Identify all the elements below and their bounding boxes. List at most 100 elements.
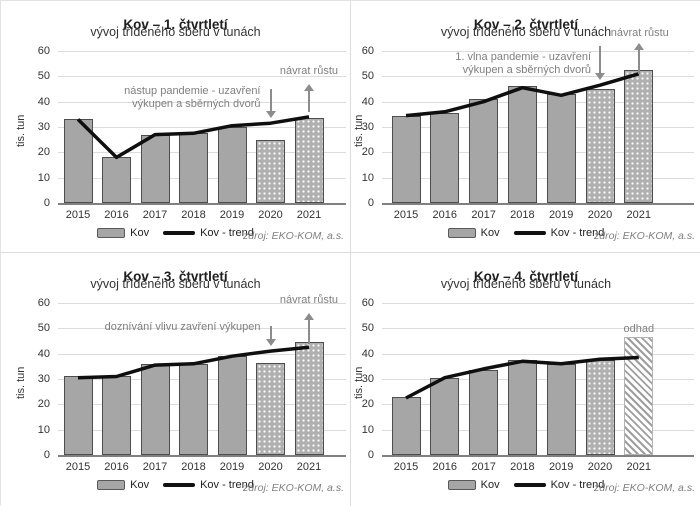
y-tick-label: 0	[367, 449, 374, 461]
y-tick-label: 30	[37, 373, 50, 385]
gridline	[382, 177, 694, 179]
trend-line	[77, 345, 310, 380]
x-tick-label: 2015	[65, 461, 91, 473]
arrow-head	[304, 83, 314, 91]
chart-panel-q2: Kov – 2. čtvrtletí vývoj tříděného sběru…	[351, 1, 700, 253]
x-tick-label: 2017	[471, 209, 496, 221]
arrow-stem	[308, 319, 310, 344]
arrow-stem	[269, 325, 272, 341]
bar-2015	[63, 376, 93, 455]
annotation-label: odhad	[623, 323, 655, 336]
bar-2015	[391, 396, 421, 455]
x-tick-label: 2016	[432, 461, 458, 473]
chart-panel-q4: Kov – 4. čtvrtletí vývoj tříděného sběru…	[351, 253, 700, 506]
y-tick-label: 60	[37, 45, 50, 57]
bar-2016	[102, 157, 131, 203]
gridline	[382, 379, 694, 380]
x-tick-label: 2020	[587, 209, 613, 221]
x-tick-label: 2019	[548, 209, 574, 221]
y-tick-label: 40	[37, 347, 50, 360]
gridline	[382, 101, 694, 103]
y-tick-label: 30	[361, 373, 374, 385]
bar-2017	[140, 363, 170, 455]
x-tick-label: 2018	[181, 461, 206, 473]
y-tick-label: 40	[361, 347, 374, 360]
legend: Kov Kov - trend	[351, 479, 700, 491]
up-arrow-icon	[633, 43, 644, 74]
down-arrow-icon	[265, 89, 276, 119]
legend-bar-label: Kov	[480, 479, 500, 491]
y-tick-label: 20	[361, 146, 374, 159]
x-tick-label: 2021	[296, 209, 322, 221]
bar-2019	[546, 94, 576, 203]
bar-2020	[256, 362, 285, 455]
arrow-stem	[599, 45, 601, 75]
bar-2016	[430, 113, 460, 203]
gridline	[382, 429, 694, 431]
chart-panel-q1: Kov – 1. čtvrtletí vývoj tříděného sběru…	[1, 1, 351, 253]
chart-subtitle: vývoj tříděného sběru v tunách	[440, 277, 612, 291]
y-tick-label: 20	[37, 398, 50, 411]
legend-trend-label: Kov - trend	[200, 479, 254, 491]
x-tick-label: 2020	[587, 461, 613, 473]
y-tick-label: 20	[37, 146, 50, 159]
bar-2020	[585, 89, 615, 203]
chart-title: Kov – 2. čtvrtletí	[473, 17, 579, 33]
gridline	[382, 152, 694, 154]
y-tick-label: 50	[37, 322, 50, 335]
legend-trend-swatch	[513, 483, 546, 487]
chart-panel-q3: Kov – 3. čtvrtletí vývoj tříděného sběru…	[1, 253, 351, 506]
gridline	[58, 101, 346, 103]
y-tick-label: 60	[37, 297, 50, 309]
x-tick-label: 2017	[471, 461, 496, 473]
gridline	[382, 51, 694, 52]
gridline	[382, 303, 694, 304]
bar-2021	[294, 342, 324, 455]
x-tick-label: 2019	[548, 461, 574, 473]
y-tick-label: 0	[43, 449, 50, 461]
legend-trend-swatch	[163, 231, 196, 235]
arrow-head	[304, 313, 314, 321]
y-tick-label: 20	[361, 398, 374, 411]
arrow-stem	[308, 89, 310, 112]
y-tick-label: 50	[361, 70, 374, 83]
gridline	[382, 404, 694, 406]
chart-subtitle: vývoj tříděného sběru v tunách	[90, 25, 261, 39]
down-arrow-icon	[265, 325, 276, 347]
gridline	[58, 353, 346, 355]
bar-2021	[624, 70, 654, 203]
arrow-head	[265, 111, 276, 119]
x-tick-label: 2021	[626, 461, 652, 473]
x-tick-label: 2019	[219, 461, 245, 473]
annotation-label: nástup pandemie - uzavření výkupen a sběr…	[124, 84, 261, 110]
chart-title: Kov – 3. čtvrtletí	[123, 269, 228, 285]
y-tick-label: 60	[361, 297, 374, 309]
bar-2018	[507, 360, 537, 455]
legend: Kov Kov - trend	[1, 479, 350, 491]
bar-2018	[179, 363, 208, 455]
x-tick-label: 2016	[104, 461, 129, 473]
x-tick-label: 2015	[65, 209, 91, 221]
y-tick-label: 60	[361, 45, 374, 57]
x-tick-label: 2017	[142, 461, 168, 473]
plot-area	[58, 51, 346, 205]
arrow-head	[633, 43, 644, 51]
bar-2020	[585, 360, 615, 455]
bar-2020	[256, 139, 285, 203]
chart-title: Kov – 4. čtvrtletí	[473, 269, 579, 285]
legend: Kov Kov - trend	[1, 227, 350, 239]
y-tick-label: 10	[361, 171, 374, 184]
gridline	[58, 76, 346, 78]
legend-trend-label: Kov - trend	[550, 479, 605, 491]
x-tick-label: 2015	[393, 209, 419, 221]
annotation-label: návrat růstu	[279, 64, 338, 77]
y-tick-label: 10	[37, 171, 50, 184]
source-credit: zdroj: EKO-KOM, a.s.	[243, 230, 344, 242]
bar-2016	[102, 376, 131, 455]
y-tick-label: 0	[43, 197, 50, 209]
gridline	[382, 353, 694, 355]
gridline	[58, 51, 346, 52]
annotation-label: doznívání vlivu zavření výkupen	[104, 320, 261, 333]
x-tick-label: 2019	[219, 209, 245, 221]
bar-2019	[546, 363, 576, 455]
